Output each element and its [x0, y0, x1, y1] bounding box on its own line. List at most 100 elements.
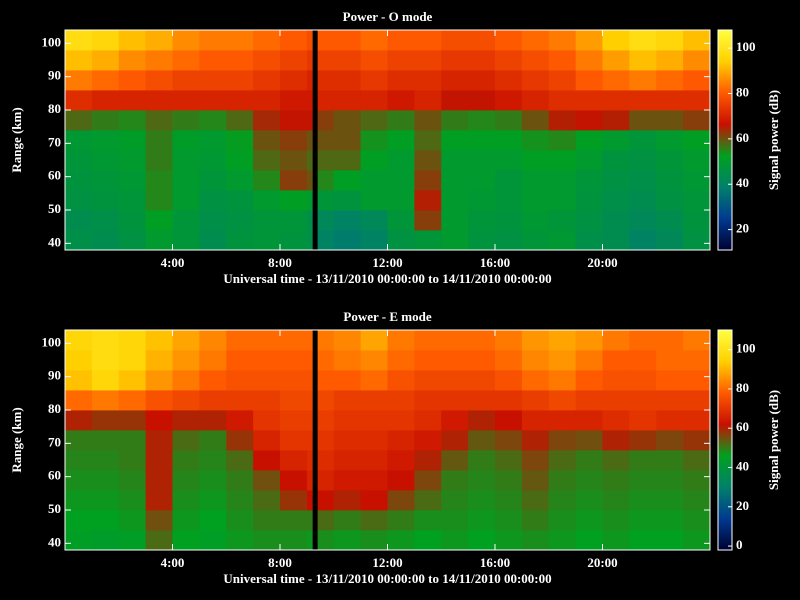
heatmap-cell: [575, 390, 603, 411]
heatmap-cell: [333, 30, 362, 51]
heatmap-cell: [253, 490, 281, 511]
heatmap-cell: [91, 170, 120, 191]
heatmap-cell: [226, 90, 254, 111]
heatmap-cell: [145, 510, 173, 531]
heatmap-cell: [199, 190, 227, 211]
heatmap-cell: [414, 430, 442, 451]
x-tick-label: 16:00: [480, 555, 510, 570]
heatmap-cell: [656, 450, 684, 471]
heatmap-cell: [333, 430, 362, 451]
heatmap-cell: [360, 150, 388, 171]
heatmap-cell: [280, 410, 308, 431]
x-tick-label: 16:00: [480, 255, 510, 270]
heatmap-cell: [683, 430, 711, 451]
heatmap-cell: [683, 70, 711, 91]
heatmap-cell: [118, 30, 147, 51]
heatmap-cell: [468, 230, 496, 251]
heatmap-cell: [521, 330, 550, 351]
heatmap-cell: [199, 510, 227, 531]
heatmap-cell: [441, 150, 469, 171]
heatmap-cell: [91, 350, 120, 371]
heatmap-cell: [521, 530, 550, 551]
heatmap-cell: [602, 70, 630, 91]
heatmap-cell: [629, 110, 657, 131]
heatmap-cell: [468, 70, 496, 91]
heatmap-cell: [548, 410, 577, 431]
heatmap-cell: [280, 350, 308, 371]
heatmap-cell: [548, 50, 577, 71]
heatmap-cell: [317, 70, 335, 91]
heatmap-cell: [306, 430, 313, 451]
heatmap-cell: [548, 70, 577, 91]
heatmap-cell: [468, 510, 496, 531]
heatmap-cell: [360, 510, 388, 531]
heatmap-cell: [280, 70, 308, 91]
heatmap-cell: [495, 490, 523, 511]
heatmap-cell: [575, 110, 603, 131]
heatmap-cell: [387, 450, 415, 471]
heatmap-cell: [495, 50, 523, 71]
heatmap-cell: [145, 530, 173, 551]
heatmap-cell: [118, 190, 147, 211]
heatmap-cell: [306, 90, 313, 111]
heatmap-cell: [145, 230, 173, 251]
heatmap-cell: [414, 510, 442, 531]
heatmap-cell: [656, 470, 684, 491]
heatmap-cell: [226, 210, 254, 231]
heatmap-cell: [253, 70, 281, 91]
y-tick-label: 100: [42, 334, 62, 349]
heatmap-cell: [575, 350, 603, 371]
heatmap-cell: [226, 230, 254, 251]
heatmap-cell: [226, 470, 254, 491]
heatmap-cell: [521, 410, 550, 431]
heatmap-cell: [118, 170, 147, 191]
heatmap-cell: [441, 210, 469, 231]
heatmap-cell: [575, 510, 603, 531]
heatmap-cell: [602, 30, 630, 51]
heatmap-cell: [118, 70, 147, 91]
heatmap-cell: [548, 30, 577, 51]
heatmap-cell: [683, 150, 711, 171]
heatmap-cell: [317, 470, 335, 491]
heatmap-cell: [441, 490, 469, 511]
heatmap-cell: [317, 210, 335, 231]
heatmap-cell: [683, 450, 711, 471]
heatmap-cell: [575, 170, 603, 191]
heatmap-cell: [253, 430, 281, 451]
heatmap-cell: [468, 190, 496, 211]
heatmap-cell: [118, 50, 147, 71]
heatmap-cell: [441, 410, 469, 431]
y-tick-label: 50: [48, 501, 61, 516]
heatmap-cell: [548, 90, 577, 111]
heatmap-cell: [387, 330, 415, 351]
heatmap-cell: [317, 50, 335, 71]
heatmap-cell: [441, 190, 469, 211]
heatmap-cell: [468, 150, 496, 171]
heatmap-cell: [145, 330, 173, 351]
heatmap-cell: [521, 110, 550, 131]
heatmap-cell: [306, 210, 313, 231]
x-tick-label: 8:00: [268, 255, 292, 270]
y-tick-label: 90: [48, 368, 61, 383]
heatmap-cell: [317, 150, 335, 171]
heatmap-cell: [226, 170, 254, 191]
heatmap-cell: [199, 470, 227, 491]
heatmap-cell: [414, 330, 442, 351]
y-axis-label: Range (km): [9, 407, 24, 472]
heatmap-cell: [360, 50, 388, 71]
heatmap-cell: [199, 330, 227, 351]
heatmap-cell: [199, 110, 227, 131]
heatmap-cell: [199, 410, 227, 431]
heatmap-cell: [521, 70, 550, 91]
heatmap-cell: [317, 190, 335, 211]
colorbar-tick-label: 60: [736, 130, 749, 145]
heatmap-cell: [602, 190, 630, 211]
heatmap-cell: [65, 410, 93, 431]
heatmap-cell: [683, 490, 711, 511]
heatmap-cell: [629, 70, 657, 91]
heatmap-cell: [306, 50, 313, 71]
heatmap-cell: [360, 390, 388, 411]
heatmap-cell: [656, 190, 684, 211]
heatmap-cell: [333, 150, 362, 171]
heatmap-cell: [521, 450, 550, 471]
